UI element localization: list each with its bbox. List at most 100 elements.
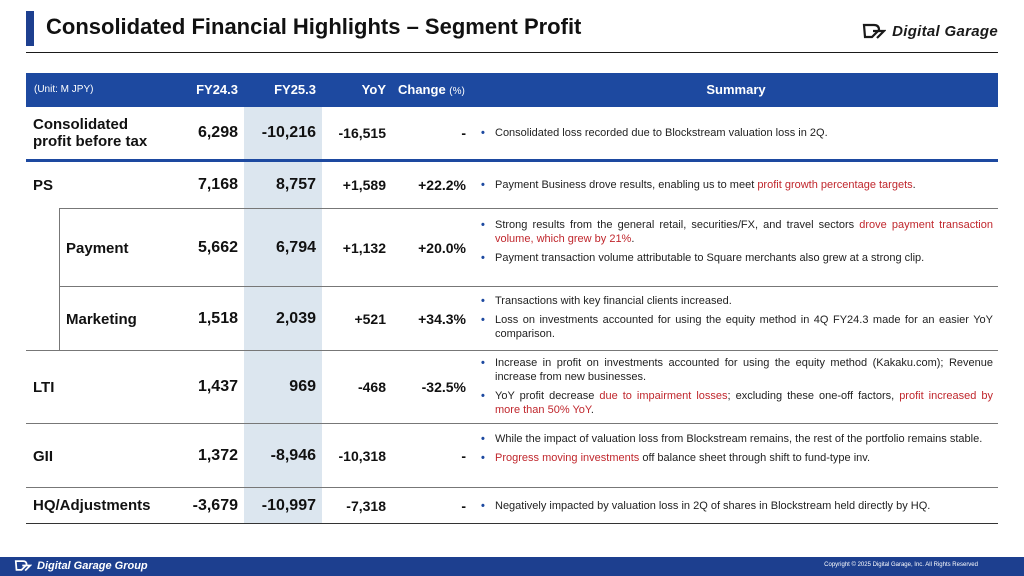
summary-text: YoY profit decrease	[495, 390, 600, 402]
value-fy24: 6,298	[197, 124, 238, 141]
col-header-fy25: FY25.3	[274, 82, 316, 97]
summary: Transactions with key financial clients …	[481, 294, 993, 341]
highlight-text: Progress moving investments	[495, 452, 640, 464]
value-change: -	[461, 125, 466, 141]
value-fy24: 1,437	[197, 378, 238, 395]
summary-bullet: Increase in profit on investments accoun…	[481, 356, 993, 384]
summary: Consolidated loss recorded due to Blocks…	[481, 126, 993, 140]
summary-bullet: Payment Business drove results, enabling…	[481, 178, 993, 192]
summary-bullet: Progress moving investments off balance …	[481, 451, 993, 465]
footer-logo-text: Digital Garage Group	[37, 559, 148, 572]
table-row-lti: LTI 1,437 969 -468 -32.5% Increase in pr…	[26, 351, 998, 423]
value-fy25: 2,039	[275, 309, 316, 327]
value-yoy: -468	[357, 379, 386, 395]
value-fy24: -3,679	[192, 496, 238, 514]
value-yoy: +1,132	[342, 239, 386, 256]
row-label: GII	[33, 448, 54, 465]
table-row-consolidated: Consolidated profit before tax 6,298 -10…	[26, 107, 998, 159]
row-label: PS	[33, 177, 54, 194]
row-label: Consolidated profit before tax	[33, 116, 148, 150]
row-divider	[26, 350, 998, 351]
row-label: LTI	[33, 379, 55, 396]
summary-text: .	[590, 404, 594, 416]
summary-text: .	[912, 179, 916, 191]
row-divider	[59, 208, 998, 209]
value-change: +20.0%	[418, 239, 466, 256]
value-fy25: 969	[289, 378, 316, 395]
summary-bullet: Strong results from the general retail, …	[481, 218, 993, 246]
row-label: Marketing	[66, 311, 137, 328]
value-change: -	[461, 447, 466, 464]
summary-text: off balance sheet through shift to fund-…	[639, 452, 871, 464]
summary: While the impact of valuation loss from …	[481, 432, 993, 465]
logo-text: Digital Garage	[892, 22, 998, 40]
col-header-fy24: FY24.3	[196, 82, 238, 97]
summary-text: Transactions with key financial clients …	[495, 295, 732, 307]
table-row-hq-adjustments: HQ/Adjustments -3,679 -10,997 -7,318 - N…	[26, 488, 998, 523]
highlight-text: profit increased by more than 50% YoY	[495, 390, 993, 416]
copyright-text: Copyright © 2025 Digital Garage, Inc. Al…	[824, 562, 978, 568]
col-header-summary: Summary	[706, 82, 766, 97]
digital-garage-logo-icon	[862, 23, 887, 39]
value-fy25: 6,794	[275, 238, 316, 256]
row-label: Payment	[66, 240, 129, 257]
value-yoy: +1,589	[342, 177, 386, 193]
value-yoy: -16,515	[338, 125, 386, 141]
summary: Strong results from the general retail, …	[481, 218, 993, 265]
table-row-ps: PS 7,168 8,757 +1,589 +22.2% Payment Bus…	[26, 162, 998, 208]
summary-text: Negatively impacted by valuation loss in…	[495, 500, 931, 512]
highlight-text: due to impairment losses	[599, 390, 728, 402]
summary-bullet: Transactions with key financial clients …	[481, 294, 993, 308]
value-fy24: 1,372	[197, 446, 238, 464]
value-fy25: -8,946	[270, 446, 316, 464]
sub-segment-indent-line	[59, 209, 60, 350]
value-fy24: 7,168	[197, 176, 238, 193]
value-change: -	[461, 497, 466, 514]
table-row-payment: Payment 5,662 6,794 +1,132 +20.0% Strong…	[26, 209, 998, 286]
col-header-change: Change (%)	[398, 82, 465, 97]
summary-text: ; excluding these one-off factors,	[727, 390, 900, 402]
summary: Payment Business drove results, enabling…	[481, 178, 993, 192]
page-title: Consolidated Financial Highlights – Segm…	[46, 14, 582, 39]
value-change: -32.5%	[421, 379, 466, 395]
summary-bullet: Consolidated loss recorded due to Blocks…	[481, 126, 993, 140]
summary: Increase in profit on investments accoun…	[481, 356, 993, 417]
table-row-marketing: Marketing 1,518 2,039 +521 +34.3% Transa…	[26, 287, 998, 350]
summary-bullet: While the impact of valuation loss from …	[481, 432, 993, 446]
summary-text: Payment transaction volume attributable …	[495, 252, 925, 264]
summary: Negatively impacted by valuation loss in…	[481, 499, 993, 513]
summary-text: Consolidated loss recorded due to Blocks…	[495, 127, 828, 139]
segment-profit-table: (Unit: M JPY) FY24.3 FY25.3 YoY Change (…	[26, 73, 998, 525]
summary-text: While the impact of valuation loss from …	[495, 433, 983, 445]
col-header-yoy: YoY	[361, 82, 386, 97]
value-yoy: -7,318	[346, 497, 386, 514]
row-label: HQ/Adjustments	[33, 497, 151, 514]
digital-garage-logo-icon	[14, 560, 32, 572]
title-rule	[26, 52, 998, 53]
title-accent-bar	[26, 11, 34, 46]
value-yoy: +521	[354, 310, 386, 327]
row-divider	[26, 423, 998, 424]
summary-text: Payment Business drove results, enabling…	[495, 179, 758, 191]
summary-bullet: Payment transaction volume attributable …	[481, 251, 993, 265]
table-header: (Unit: M JPY) FY24.3 FY25.3 YoY Change (…	[26, 73, 998, 107]
summary-text: Strong results from the general retail, …	[495, 219, 860, 231]
value-fy25: -10,216	[261, 124, 316, 141]
value-change: +22.2%	[418, 177, 466, 193]
fy25-highlight-column	[244, 107, 322, 523]
value-fy25: -10,997	[261, 496, 316, 514]
summary-text: Increase in profit on investments accoun…	[495, 357, 993, 383]
row-divider	[26, 159, 998, 162]
row-divider	[59, 286, 998, 287]
value-change: +34.3%	[418, 310, 466, 327]
value-fy25: 8,757	[275, 176, 316, 193]
table-row-gii: GII 1,372 -8,946 -10,318 - While the imp…	[26, 424, 998, 487]
value-fy24: 5,662	[197, 238, 238, 256]
summary-bullet: Loss on investments accounted for using …	[481, 313, 993, 341]
company-logo: Digital Garage	[862, 22, 998, 40]
summary-bullet: Negatively impacted by valuation loss in…	[481, 499, 993, 513]
summary-bullet: YoY profit decrease due to impairment lo…	[481, 389, 993, 417]
row-divider	[26, 523, 998, 524]
row-divider	[26, 487, 998, 488]
unit-label: (Unit: M JPY)	[34, 84, 94, 95]
